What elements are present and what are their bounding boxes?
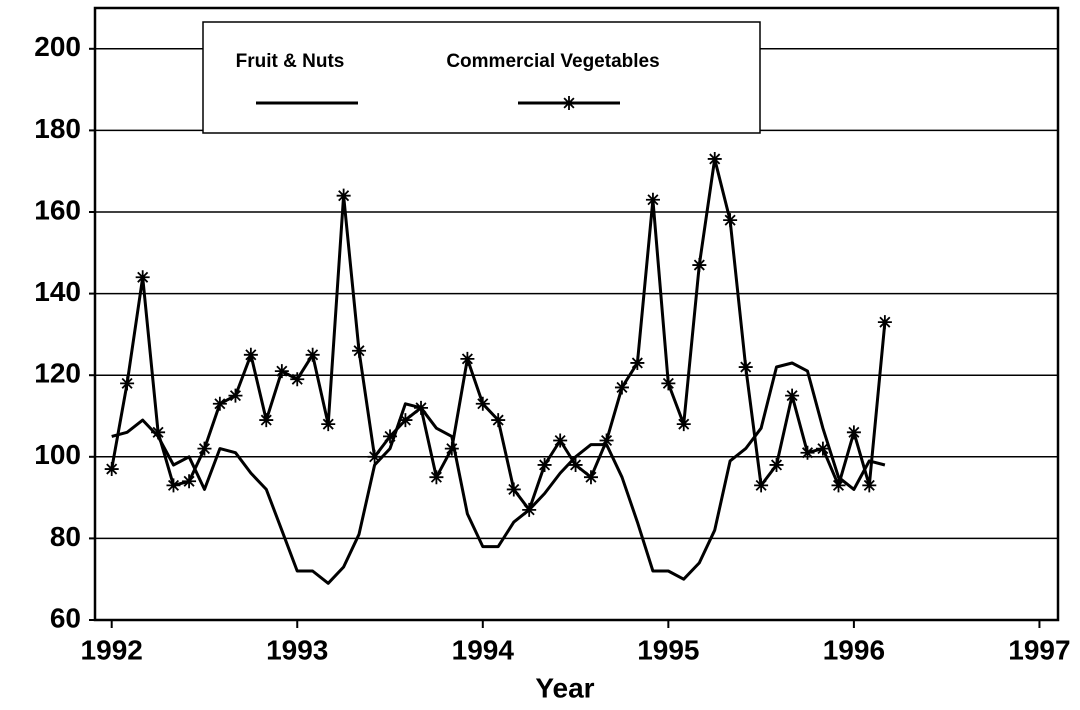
- point-marker: [692, 258, 707, 273]
- point-marker: [630, 355, 645, 370]
- point-marker: [212, 396, 227, 411]
- point-marker: [537, 457, 552, 472]
- point-marker: [785, 388, 800, 403]
- x-tick-label: 1992: [81, 634, 143, 665]
- y-tick-label: 200: [34, 31, 81, 62]
- x-tick-label: 1994: [452, 634, 515, 665]
- point-marker: [645, 192, 660, 207]
- point-marker: [491, 413, 506, 428]
- x-tick-label: 1995: [637, 634, 699, 665]
- point-marker: [321, 417, 336, 432]
- point-marker: [676, 417, 691, 432]
- y-tick-label: 140: [34, 276, 81, 307]
- point-marker: [104, 462, 119, 477]
- point-marker: [228, 388, 243, 403]
- point-marker: [815, 441, 830, 456]
- point-marker: [599, 433, 614, 448]
- point-marker: [305, 347, 320, 362]
- y-tick-label: 120: [34, 358, 81, 389]
- x-tick-label: 1993: [266, 634, 328, 665]
- point-marker: [398, 413, 413, 428]
- legend-marker: [562, 96, 576, 110]
- plot-frame: [93, 6, 1060, 622]
- point-marker: [506, 482, 521, 497]
- point-marker: [383, 429, 398, 444]
- point-marker: [197, 441, 212, 456]
- y-tick-label: 60: [50, 602, 81, 633]
- point-marker: [754, 478, 769, 493]
- x-axis-label: Year: [535, 672, 594, 703]
- point-marker: [553, 433, 568, 448]
- point-marker: [135, 270, 150, 285]
- point-marker: [583, 470, 598, 485]
- y-tick-label: 180: [34, 113, 81, 144]
- point-marker: [259, 413, 274, 428]
- point-marker: [120, 376, 135, 391]
- point-marker: [831, 478, 846, 493]
- point-marker: [707, 151, 722, 166]
- point-marker: [151, 425, 166, 440]
- point-marker: [614, 380, 629, 395]
- legend-label: Commercial Vegetables: [446, 51, 659, 72]
- point-marker: [862, 478, 877, 493]
- point-marker: [460, 351, 475, 366]
- point-marker: [769, 457, 784, 472]
- y-tick-label: 100: [34, 439, 81, 470]
- point-marker: [243, 347, 258, 362]
- legend-label: Fruit & Nuts: [236, 51, 345, 72]
- legend-box: [202, 21, 761, 134]
- point-marker: [800, 445, 815, 460]
- y-tick-label: 160: [34, 194, 81, 225]
- point-marker: [336, 188, 351, 203]
- point-marker: [352, 343, 367, 358]
- point-marker: [661, 376, 676, 391]
- x-tick-label: 1996: [823, 634, 885, 665]
- point-marker: [568, 457, 583, 472]
- point-marker: [522, 502, 537, 517]
- y-tick-label: 80: [50, 521, 81, 552]
- point-marker: [414, 400, 429, 415]
- point-marker: [723, 213, 738, 228]
- point-marker: [367, 449, 382, 464]
- point-marker: [475, 396, 490, 411]
- point-marker: [846, 425, 861, 440]
- point-marker: [182, 474, 197, 489]
- point-marker: [877, 315, 892, 330]
- point-marker: [166, 478, 181, 493]
- point-marker: [429, 470, 444, 485]
- point-marker: [274, 364, 289, 379]
- x-tick-label: 1997: [1008, 634, 1070, 665]
- point-marker: [738, 360, 753, 375]
- point-marker: [444, 441, 459, 456]
- point-marker: [290, 372, 305, 387]
